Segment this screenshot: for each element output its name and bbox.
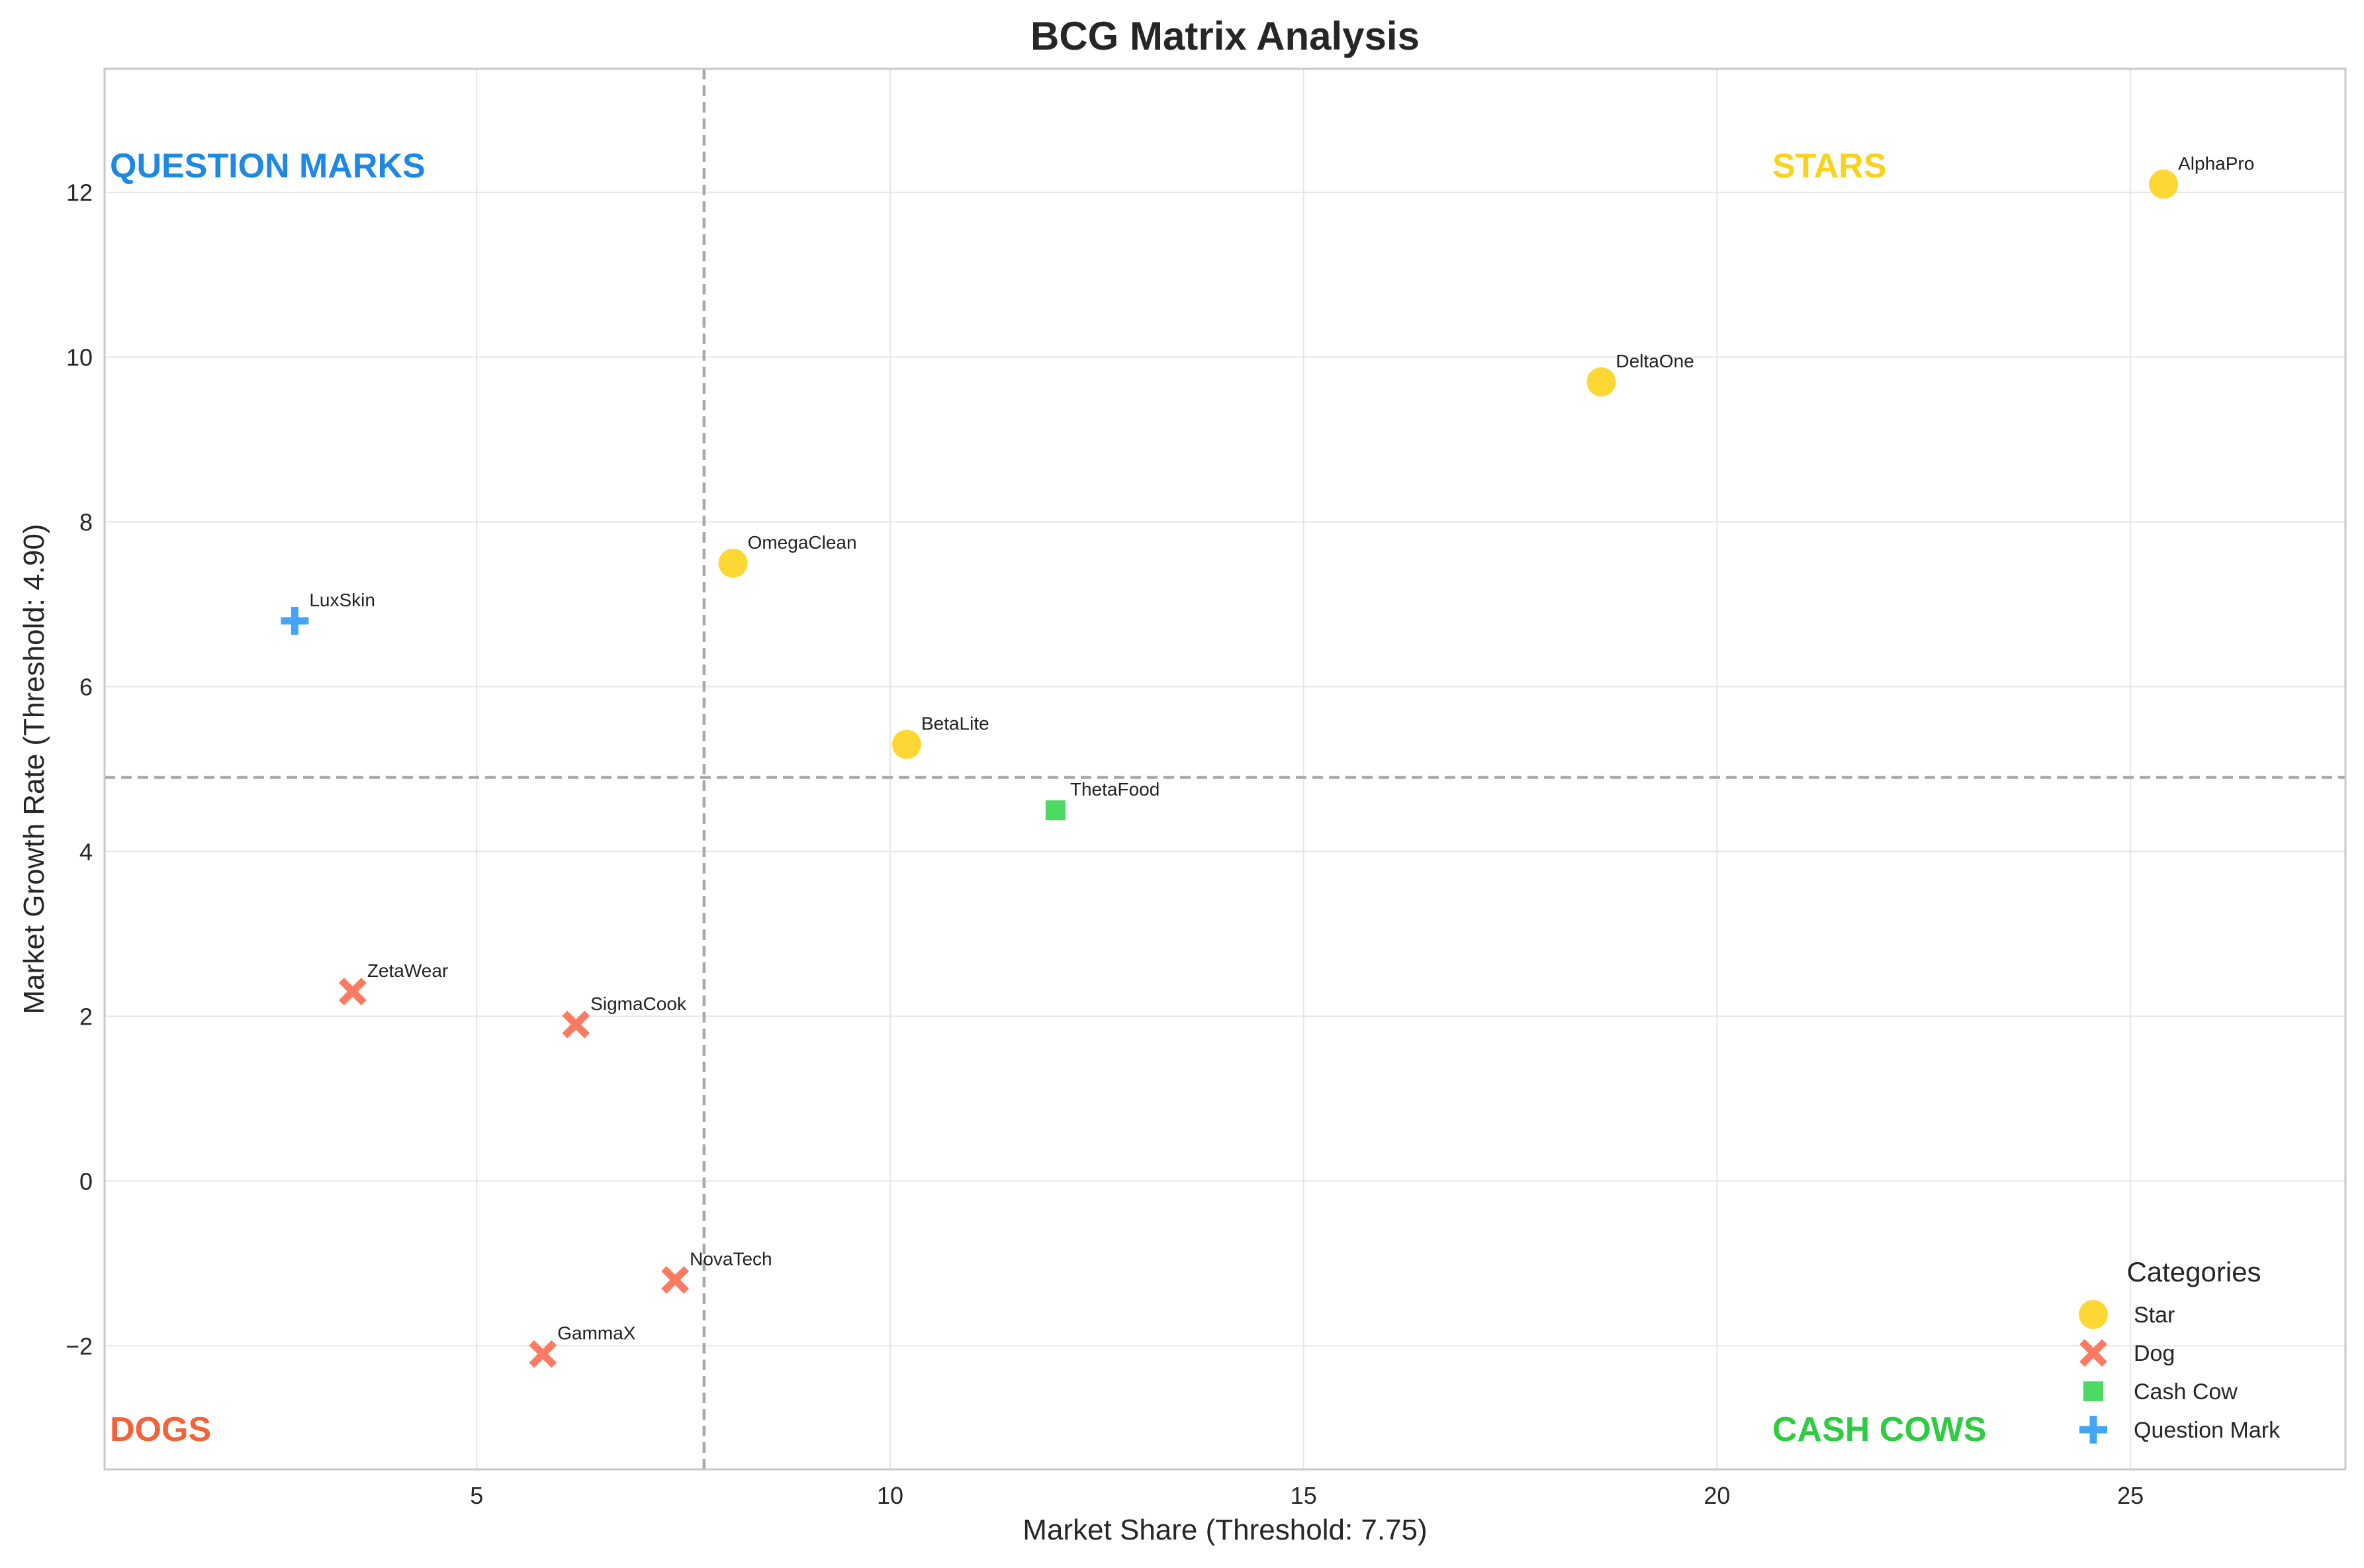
- x-tick-label: 5: [470, 1482, 483, 1509]
- legend-label-star: Star: [2134, 1303, 2175, 1328]
- legend-label-dog: Dog: [2134, 1341, 2175, 1366]
- point-gammax: [529, 1340, 557, 1368]
- threshold-lines: [105, 69, 2345, 1469]
- x-marker-stroke: [661, 1266, 690, 1294]
- legend-label-cash-cow: Cash Cow: [2134, 1379, 2238, 1405]
- data-points: AlphaPro DeltaOne OmegaClean BetaLite ThetaF…: [281, 153, 2254, 1368]
- quadrant-label-stars: STARS: [1772, 147, 1886, 185]
- tick-labels: 5 10 15 20 25 −2 0 2 4 6 8 10 12: [66, 179, 2144, 1509]
- y-tick-label: 10: [66, 344, 93, 371]
- quadrant-label-cash-cows: CASH COWS: [1772, 1410, 1987, 1449]
- y-tick-label: −2: [66, 1332, 93, 1360]
- x-marker-stroke: [338, 978, 367, 1005]
- point-label-alphapro: AlphaPro: [2178, 153, 2254, 173]
- point-label-betalite: BetaLite: [921, 714, 989, 734]
- point-label-novatech: NovaTech: [690, 1249, 772, 1269]
- x-tick-label: 10: [877, 1482, 903, 1509]
- x-marker-stroke: [2079, 1339, 2107, 1367]
- x-marker-stroke: [562, 1010, 590, 1038]
- y-tick-label: 2: [79, 1003, 93, 1030]
- point-label-sigmacook: SigmaCook: [590, 993, 687, 1014]
- x-tick-label: 20: [1704, 1482, 1730, 1509]
- point-luxskin: [281, 606, 309, 635]
- point-omegaclean: [718, 548, 748, 578]
- point-betalite: [891, 729, 921, 759]
- legend-title: Categories: [2126, 1256, 2261, 1287]
- legend-marker-cash-cow: [2083, 1381, 2103, 1401]
- x-tick-label: 25: [2117, 1482, 2144, 1509]
- x-axis-label: Market Share (Threshold: 7.75): [1023, 1514, 1427, 1546]
- chart-title: BCG Matrix Analysis: [1030, 14, 1420, 58]
- point-label-luxskin: LuxSkin: [309, 590, 375, 610]
- legend-label-question-mark: Question Mark: [2134, 1418, 2281, 1443]
- point-label-gammax: GammaX: [557, 1323, 636, 1344]
- legend: Categories Star Dog Cash Cow Question Mark: [2079, 1256, 2281, 1444]
- point-label-omegaclean: OmegaClean: [748, 532, 857, 553]
- y-tick-label: 8: [79, 509, 93, 536]
- plot-frame: [103, 68, 2347, 1471]
- point-label-deltaone: DeltaOne: [1615, 351, 1694, 371]
- legend-marker-question-mark: [2079, 1416, 2107, 1444]
- point-alphapro: [2149, 169, 2179, 199]
- y-axis-label: Market Growth Rate (Threshold: 4.90): [18, 524, 50, 1015]
- point-label-thetafood: ThetaFood: [1070, 779, 1159, 800]
- y-tick-label: 4: [79, 838, 93, 865]
- x-tick-label: 15: [1291, 1482, 1317, 1509]
- point-thetafood: [1045, 800, 1066, 821]
- quadrant-labels: QUESTION MARKS STARS DOGS CASH COWS: [110, 147, 1987, 1449]
- point-zetawear: [338, 978, 367, 1005]
- point-deltaone: [1586, 367, 1616, 396]
- legend-marker-star: [2079, 1300, 2108, 1329]
- y-tick-label: 0: [79, 1168, 93, 1195]
- point-novatech: [661, 1266, 690, 1294]
- point-label-zetawear: ZetaWear: [367, 960, 448, 981]
- quadrant-label-dogs: DOGS: [110, 1410, 211, 1449]
- quadrant-label-question-marks: QUESTION MARKS: [110, 147, 426, 185]
- grid-lines: [105, 69, 2345, 1469]
- x-marker-stroke: [529, 1340, 557, 1368]
- y-tick-label: 6: [79, 674, 93, 701]
- y-tick-label: 12: [66, 179, 93, 207]
- legend-marker-dog: [2079, 1339, 2107, 1367]
- point-sigmacook: [562, 1010, 590, 1038]
